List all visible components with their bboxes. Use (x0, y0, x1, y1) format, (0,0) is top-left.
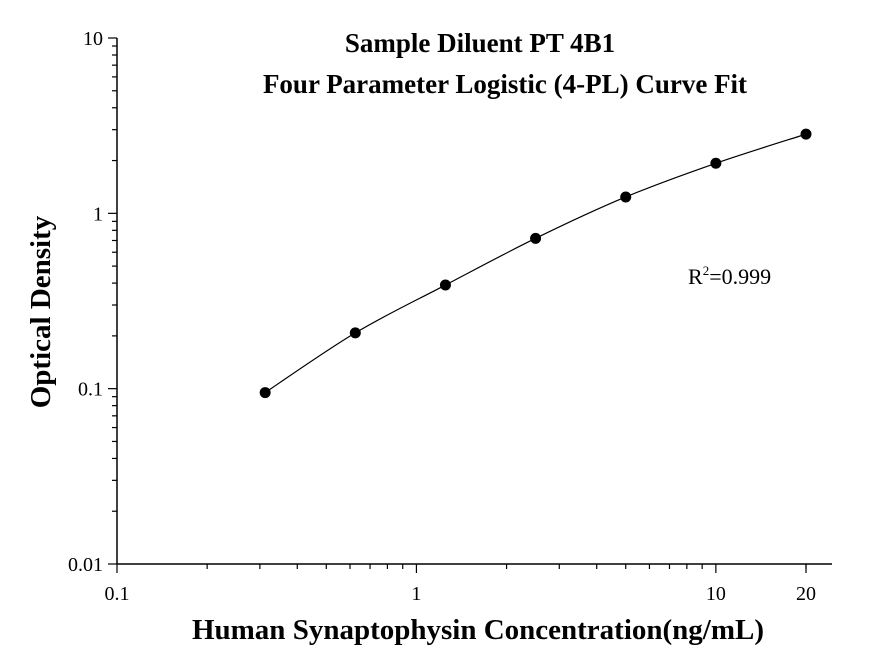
data-point (620, 191, 632, 203)
y-tick-label: 0.1 (78, 379, 103, 401)
x-tick-label: 0.1 (105, 583, 130, 605)
data-point (710, 157, 722, 169)
y-tick-label: 10 (83, 28, 103, 50)
data-point (349, 327, 361, 339)
y-tick-label: 1 (93, 203, 103, 225)
data-point (530, 232, 542, 244)
chart-subtitle: Four Parameter Logistic (4-PL) Curve Fit (263, 69, 747, 99)
data-points-layer (259, 128, 812, 399)
data-point (259, 387, 271, 399)
data-point (800, 128, 812, 140)
chart-title: Sample Diluent PT 4B1 (345, 28, 615, 58)
x-tick-label: 10 (706, 583, 726, 605)
y-axis-label: Optical Density (25, 215, 57, 408)
x-tick-label: 1 (411, 583, 421, 605)
y-tick-label: 0.01 (68, 554, 103, 576)
r-squared-value: =0.999 (709, 264, 771, 289)
x-tick-label: 20 (796, 583, 816, 605)
r-squared-superscript: 2 (703, 263, 710, 278)
r-squared-annotation: R2=0.999 (688, 263, 771, 289)
data-point (439, 279, 451, 291)
r-squared-prefix: R (688, 264, 703, 289)
x-axis-label: Human Synaptophysin Concentration(ng/mL) (192, 614, 764, 646)
